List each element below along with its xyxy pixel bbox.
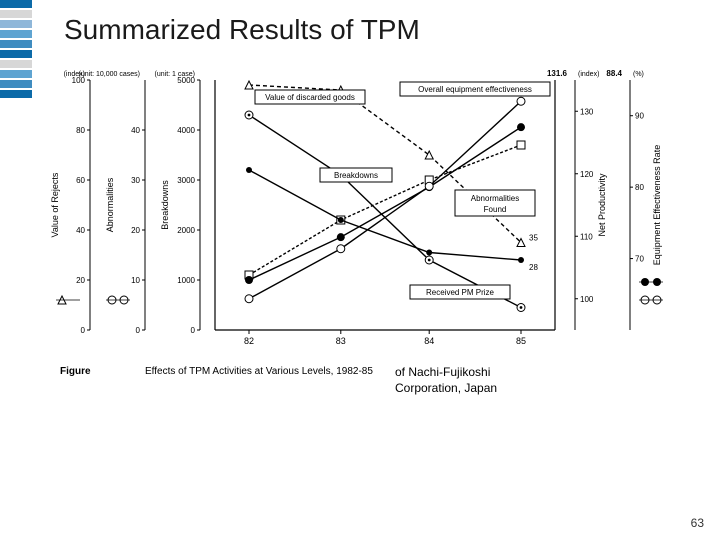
accent-stripe (0, 70, 32, 78)
page-number: 63 (691, 516, 704, 530)
svg-text:0: 0 (191, 326, 196, 335)
svg-text:131.6: 131.6 (547, 69, 568, 78)
svg-text:(%): (%) (633, 71, 644, 78)
svg-text:82: 82 (244, 336, 254, 346)
svg-text:28: 28 (529, 263, 538, 272)
figure-caption: Effects of TPM Activities at Various Lev… (145, 366, 373, 377)
svg-text:20: 20 (76, 276, 85, 285)
accent-stripe (0, 40, 32, 48)
series-label: Breakdowns (334, 171, 378, 180)
svg-text:Value of Rejects: Value of Rejects (50, 172, 60, 237)
svg-text:10: 10 (131, 276, 140, 285)
svg-text:20: 20 (131, 226, 140, 235)
svg-text:0: 0 (81, 326, 86, 335)
svg-text:80: 80 (635, 183, 644, 192)
svg-text:4000: 4000 (177, 126, 195, 135)
svg-text:85: 85 (516, 336, 526, 346)
tpm-chart: 82838485020406080100(index)Value of Reje… (50, 60, 680, 430)
figure-label: Figure (60, 366, 91, 377)
svg-text:88.4: 88.4 (606, 69, 622, 78)
svg-text:(index): (index) (578, 71, 599, 78)
slide: Summarized Results of TPM 82 83 84 85 0 20 40 6… (0, 0, 720, 540)
series-label: Overall equipment effectiveness (418, 85, 532, 94)
svg-text:Equipment Effectiveness Rate: Equipment Effectiveness Rate (652, 145, 662, 265)
svg-text:Abnormalities: Abnormalities (471, 194, 519, 203)
handwritten-note: of Nachi-Fujikoshi (395, 365, 490, 379)
svg-text:60: 60 (76, 176, 85, 185)
accent-stripe (0, 20, 32, 28)
svg-text:1000: 1000 (177, 276, 195, 285)
series-label: Value of discarded goods (265, 93, 355, 102)
series-discarded (249, 85, 521, 243)
accent-stripe (0, 0, 32, 8)
svg-text:40: 40 (131, 126, 140, 135)
svg-text:90: 90 (635, 112, 644, 121)
svg-text:120: 120 (580, 170, 594, 179)
svg-text:30: 30 (131, 176, 140, 185)
series-label: Received PM Prize (426, 288, 495, 297)
svg-text:100: 100 (580, 295, 594, 304)
accent-stripe (0, 80, 32, 88)
accent-stripe (0, 50, 32, 58)
page-title: Summarized Results of TPM (64, 14, 420, 46)
svg-text:80: 80 (76, 126, 85, 135)
svg-text:130: 130 (580, 107, 594, 116)
svg-text:110: 110 (580, 232, 593, 241)
svg-text:35: 35 (529, 234, 538, 243)
svg-text:3000: 3000 (177, 176, 195, 185)
svg-text:Abnormalities: Abnormalities (105, 177, 115, 232)
svg-text:0: 0 (136, 326, 141, 335)
svg-text:Found: Found (484, 205, 507, 214)
accent-stripe (0, 10, 32, 18)
svg-text:Breakdowns: Breakdowns (160, 180, 170, 230)
svg-text:Net Productivity: Net Productivity (597, 173, 607, 237)
svg-text:(unit: 1 case): (unit: 1 case) (155, 71, 195, 78)
svg-text:84: 84 (424, 336, 434, 346)
handwritten-note-2: Corporation, Japan (395, 381, 497, 395)
accent-stripe (0, 90, 32, 98)
svg-text:2000: 2000 (177, 226, 195, 235)
svg-text:83: 83 (336, 336, 346, 346)
svg-text:(unit: 10,000 cases): (unit: 10,000 cases) (79, 71, 140, 78)
accent-stripe (0, 30, 32, 38)
svg-text:70: 70 (635, 255, 644, 264)
svg-text:40: 40 (76, 226, 85, 235)
accent-stripe (0, 60, 32, 68)
